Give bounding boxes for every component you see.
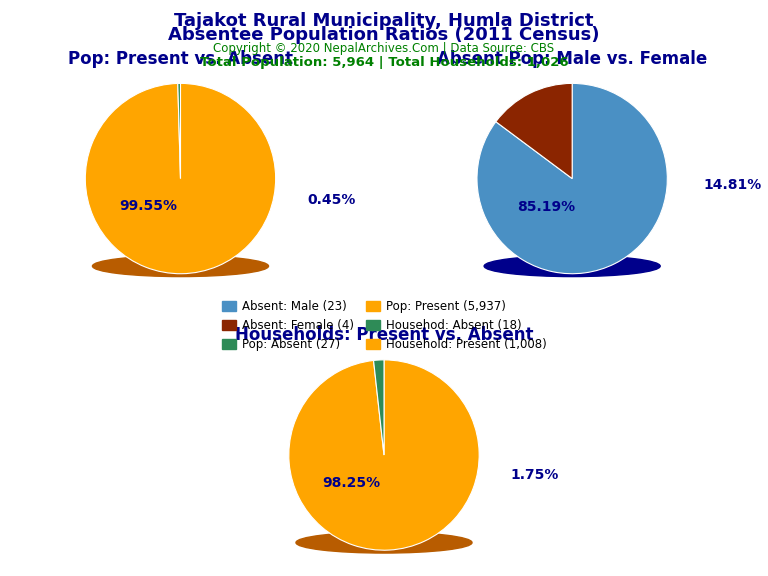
Wedge shape	[289, 360, 479, 550]
Ellipse shape	[296, 532, 472, 553]
Title: Pop: Present vs. Absent: Pop: Present vs. Absent	[68, 50, 293, 67]
Text: 14.81%: 14.81%	[703, 177, 762, 191]
Text: 0.45%: 0.45%	[307, 194, 356, 207]
Text: 1.75%: 1.75%	[511, 468, 559, 483]
Wedge shape	[177, 84, 180, 179]
Text: Tajakot Rural Municipality, Humla District: Tajakot Rural Municipality, Humla Distri…	[174, 12, 594, 29]
Ellipse shape	[484, 256, 660, 276]
Wedge shape	[85, 84, 276, 274]
Title: Households: Present vs. Absent: Households: Present vs. Absent	[235, 326, 533, 344]
Text: Total Population: 5,964 | Total Households: 1,026: Total Population: 5,964 | Total Househol…	[200, 56, 568, 70]
Text: 98.25%: 98.25%	[323, 476, 381, 490]
Text: Absentee Population Ratios (2011 Census): Absentee Population Ratios (2011 Census)	[168, 26, 600, 44]
Text: 99.55%: 99.55%	[119, 199, 177, 213]
Ellipse shape	[92, 256, 269, 276]
Legend: Absent: Male (23), Absent: Female (4), Pop: Absent (27), Pop: Present (5,937), H: Absent: Male (23), Absent: Female (4), P…	[217, 295, 551, 355]
Text: Copyright © 2020 NepalArchives.Com | Data Source: CBS: Copyright © 2020 NepalArchives.Com | Dat…	[214, 42, 554, 55]
Wedge shape	[477, 84, 667, 274]
Wedge shape	[496, 84, 572, 179]
Wedge shape	[373, 360, 384, 455]
Text: 85.19%: 85.19%	[518, 199, 575, 214]
Title: Absent Pop: Male vs. Female: Absent Pop: Male vs. Female	[437, 50, 707, 67]
